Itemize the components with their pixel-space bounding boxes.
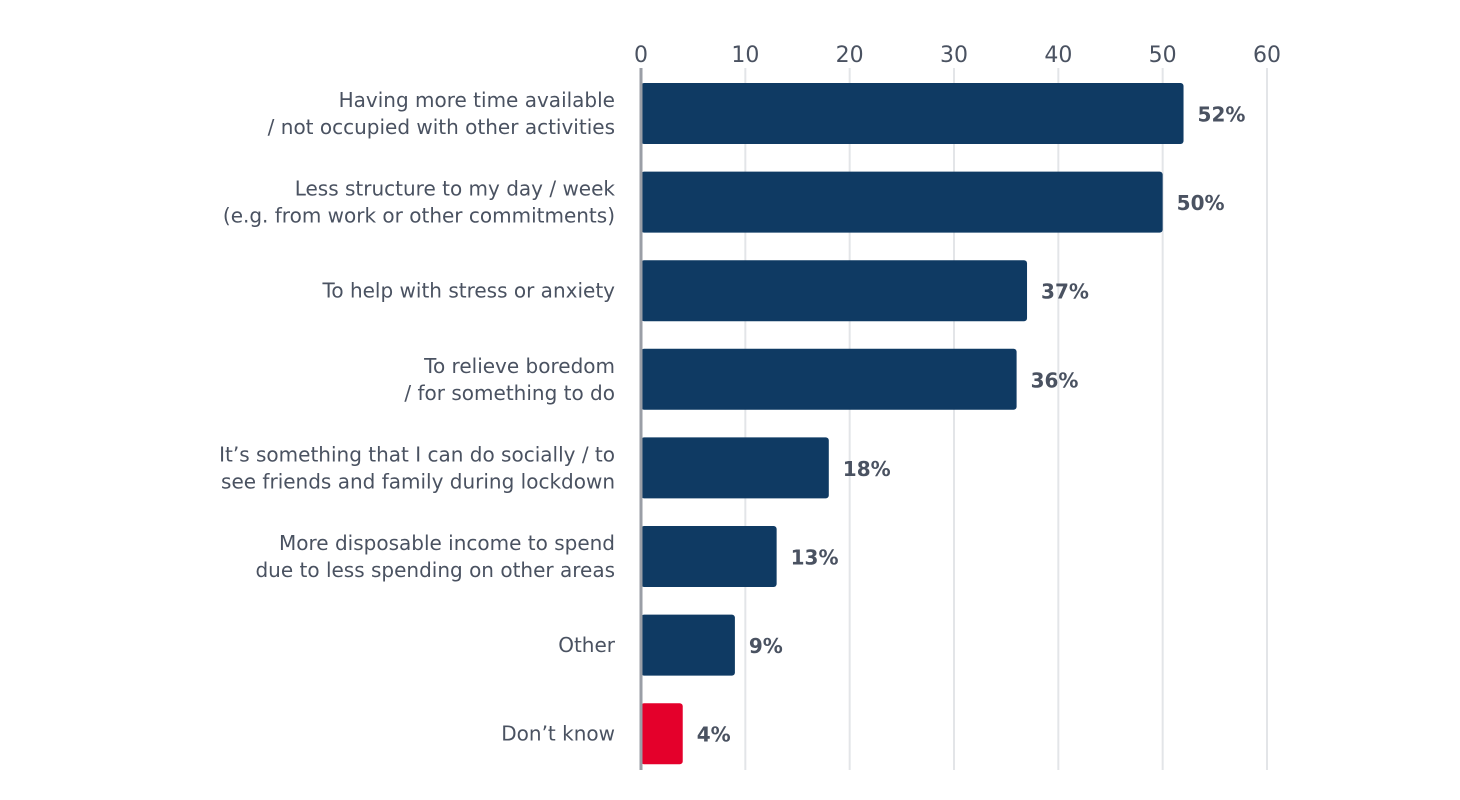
category-label-line: More disposable income to spend [279,531,615,555]
category-label: To relieve boredom / for something to do [404,354,615,405]
category-label-line: / not occupied with other activities [268,115,615,139]
value-label: 4% [697,723,731,747]
category-label-line: To help with stress or anxiety [322,279,616,303]
category-label-line: Less structure to my day / week [295,177,616,201]
value-labels: 52% 50% 37% 36% 18% 13% 9% 4% [697,103,1246,747]
value-label: 37% [1041,280,1089,304]
bar [641,614,735,676]
value-label: 52% [1198,103,1246,127]
category-label: To help with stress or anxiety [322,279,616,303]
category-label-line: / for something to do [404,381,615,405]
bar [641,437,829,499]
value-label: 36% [1031,368,1079,392]
value-label: 18% [843,457,891,481]
category-label-line: (e.g. from work or other commitments) [223,204,615,228]
category-label-line: Other [558,633,616,657]
category-label-line: see friends and family during lockdown [221,469,615,493]
bar [641,526,777,587]
category-labels: Having more time available / not occupied… [219,88,616,746]
category-label-line: Having more time available [339,88,615,112]
x-tick-label: 40 [1044,43,1072,68]
category-label: Other [558,633,616,657]
x-tick-label: 30 [940,43,968,68]
category-label: Less structure to my day / week (e.g. fro… [223,177,616,228]
category-label: Having more time available / not occupied… [268,88,615,139]
bar [641,348,1017,410]
category-label: It’s something that I can do socially / … [219,442,615,493]
bar [641,703,683,765]
value-label: 13% [791,546,839,570]
x-tick-label: 50 [1149,43,1177,68]
category-label-line: due to less spending on other areas [255,558,615,582]
x-tick-label: 10 [731,43,759,68]
x-tick-label: 20 [836,43,864,68]
category-label-line: Don’t know [501,722,615,746]
value-label: 50% [1177,191,1225,215]
x-axis-ticks: 0 10 20 30 40 50 60 [634,43,1281,68]
category-label-line: It’s something that I can do socially / … [219,442,615,466]
x-tick-label: 60 [1253,43,1281,68]
category-label: Don’t know [501,722,615,746]
category-label-line: To relieve boredom [423,354,615,378]
bar [641,171,1163,233]
bars [641,83,1184,765]
value-label: 9% [749,634,783,658]
bar [641,260,1028,322]
bar [641,83,1184,144]
x-tick-label: 0 [634,43,648,68]
category-label: More disposable income to spend due to le… [255,531,615,582]
